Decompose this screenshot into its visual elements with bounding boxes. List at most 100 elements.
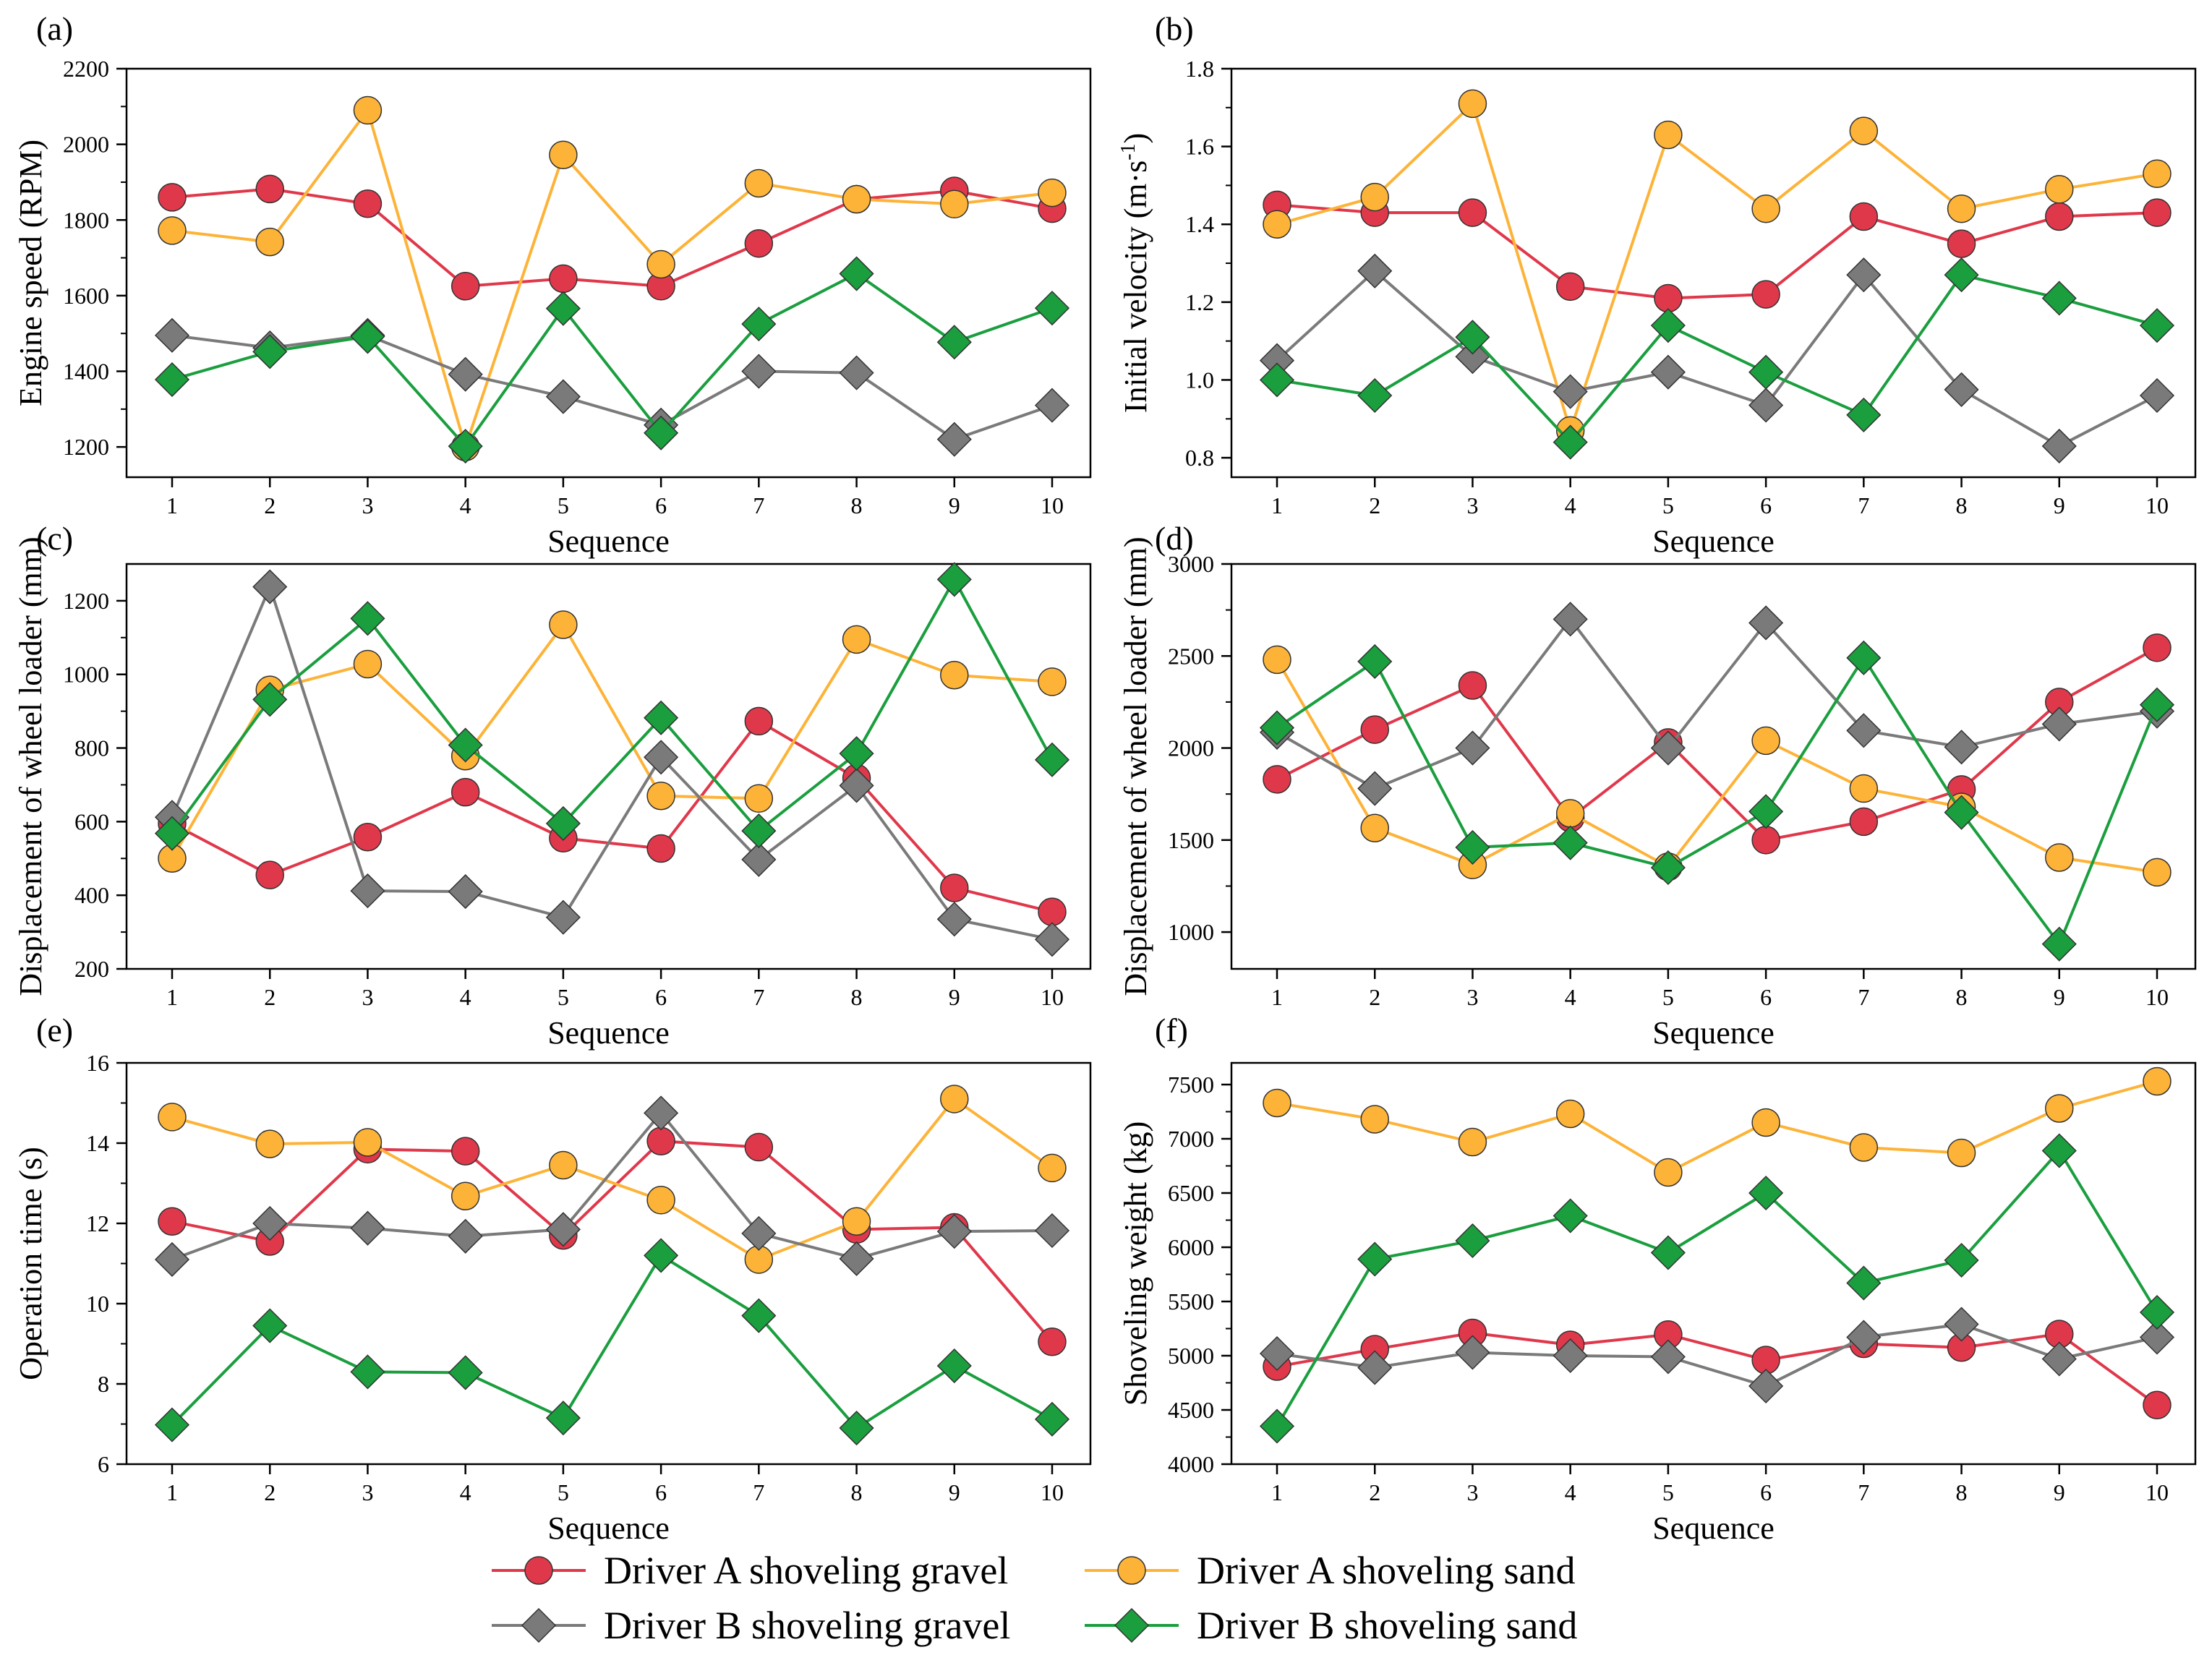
series-driver-a-gravel: [158, 706, 1067, 926]
y-tick-label: 5000: [1168, 1343, 1214, 1369]
data-point: [1259, 1408, 1295, 1444]
data-point: [549, 264, 578, 294]
x-tick-label: 2: [264, 492, 276, 518]
data-point: [154, 1241, 190, 1278]
data-point: [450, 272, 480, 301]
x-tick-label: 10: [2145, 984, 2169, 1010]
y-tick-label: 7500: [1168, 1072, 1214, 1098]
data-point: [936, 1214, 972, 1249]
y-tick-label: 4000: [1168, 1451, 1214, 1477]
data-point: [1846, 713, 1882, 748]
data-point: [1458, 1127, 1487, 1157]
x-tick-label: 9: [2054, 492, 2065, 518]
data-point: [1263, 765, 1291, 794]
x-tick-label: 2: [1369, 1479, 1380, 1505]
y-tick-label: 1.2: [1185, 289, 1214, 315]
data-point: [353, 649, 383, 679]
x-tick-label: 10: [1041, 984, 1064, 1010]
series-driver-b-sand: [1259, 257, 2175, 460]
series-driver-b-sand: [1259, 640, 2175, 962]
legend-item-driver-a-sand: Driver A shoveling sand: [1085, 1549, 1575, 1592]
data-point: [448, 356, 483, 392]
panel-label: (c): [36, 520, 73, 557]
y-tick-label: 0.8: [1185, 445, 1214, 471]
data-point: [1555, 1099, 1585, 1129]
x-tick-label: 6: [655, 492, 667, 518]
data-point: [1846, 640, 1882, 675]
x-tick-label: 5: [558, 984, 569, 1010]
x-axis-label: Sequence: [547, 523, 670, 559]
data-point: [545, 1212, 581, 1247]
x-tick-label: 2: [264, 1479, 276, 1505]
plot-frame: [125, 67, 1092, 479]
series-driver-a-gravel: [1263, 1318, 2172, 1419]
x-tick-label: 10: [2145, 1479, 2169, 1505]
chart-panels: (a)1 2 3 4 5 6 7 8 9 10120014001600180020002200Se…: [13, 10, 2197, 1546]
x-axis-label: Sequence: [547, 1015, 670, 1051]
data-point: [1650, 850, 1686, 886]
data-point: [350, 601, 385, 636]
data-point: [644, 700, 679, 735]
data-point: [839, 1410, 874, 1446]
x-tick-label: 8: [1956, 492, 1968, 518]
x-tick-label: 2: [1369, 492, 1380, 518]
x-tick-label: 1: [1271, 1479, 1283, 1505]
data-point: [744, 228, 774, 258]
x-tick-label: 7: [1858, 984, 1869, 1010]
data-point: [1357, 1241, 1393, 1277]
data-point: [1357, 644, 1393, 679]
chart-panel-c: (c) 1 2 3 4 5 6 7 8 9 10 200 400 600 800 1000 1200 Sequen…: [13, 520, 1092, 1051]
data-point: [741, 813, 777, 849]
data-point: [353, 822, 383, 852]
legend-item-driver-b-sand: Driver B shoveling sand: [1085, 1604, 1577, 1647]
data-point: [644, 1095, 679, 1131]
data-point: [448, 727, 483, 763]
series-driver-a-gravel: [1263, 633, 2172, 855]
data-point: [839, 355, 874, 390]
data-point: [2041, 706, 2077, 742]
data-point: [2143, 1066, 2172, 1096]
data-point: [1846, 397, 1882, 432]
data-point: [1944, 257, 1979, 293]
data-point: [1748, 354, 1784, 390]
data-point: [1650, 354, 1686, 390]
data-point: [545, 379, 581, 414]
series-line: [171, 187, 1053, 288]
data-point: [1259, 710, 1295, 745]
data-point: [842, 184, 871, 214]
data-point: [741, 1215, 777, 1251]
data-point: [1038, 667, 1067, 696]
series-driver-b-gravel: [154, 569, 1070, 957]
data-point: [1846, 1320, 1882, 1355]
data-point: [1849, 116, 1879, 145]
data-point: [1751, 280, 1780, 309]
data-point: [350, 873, 385, 909]
data-point: [1944, 730, 1979, 765]
data-point: [1849, 202, 1879, 231]
x-tick-label: 8: [1956, 1479, 1968, 1505]
y-tick-label: 8: [98, 1371, 109, 1397]
y-axis-label: Displacement of wheel loader (mm): [1118, 536, 1153, 996]
data-point: [450, 1181, 480, 1211]
y-tick-label: 6500: [1168, 1180, 1214, 1206]
series-line: [171, 1111, 1053, 1261]
x-tick-label: 6: [1760, 984, 1772, 1010]
y-tick-label: 1000: [1168, 919, 1214, 945]
y-tick-label: 10: [86, 1291, 109, 1317]
data-point: [741, 354, 777, 389]
data-point: [744, 168, 774, 198]
data-point: [252, 569, 288, 604]
x-tick-label: 6: [655, 984, 667, 1010]
data-point: [644, 740, 679, 775]
data-point: [1458, 198, 1487, 227]
data-point: [646, 834, 675, 863]
data-point: [1357, 771, 1393, 806]
data-point: [1849, 774, 1879, 803]
data-point: [1748, 1175, 1784, 1211]
data-point: [448, 1355, 483, 1390]
series-line: [171, 1253, 1053, 1430]
series-driver-a-sand: [158, 610, 1067, 873]
data-point: [2045, 843, 2074, 872]
data-point: [940, 660, 969, 690]
y-tick-label: 2000: [63, 132, 109, 158]
